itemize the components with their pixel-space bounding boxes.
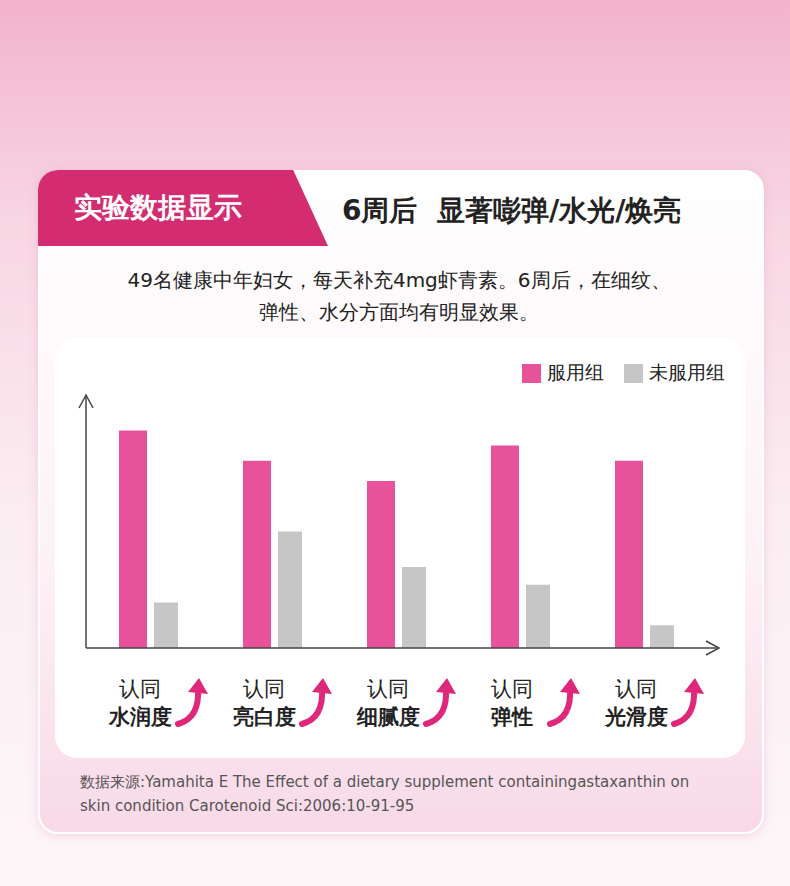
html-text:弹性、水分方面均有明显效果。: 弹性、水分方面均有明显效果。: [259, 300, 539, 324]
html-text:6周后 显著嘭弹/水光/焕亮: 6周后 显著嘭弹/水光/焕亮: [342, 194, 682, 227]
html-text:49名健康中年妇女，每天补充4mg虾青素。6周后，在细纹、: 49名健康中年妇女，每天补充4mg虾青素。6周后，在细纹、: [127, 268, 671, 292]
svg-text:光滑度: 光滑度: [604, 705, 668, 729]
svg-text:认同: 认同: [491, 677, 533, 701]
svg-text:认同: 认同: [615, 677, 657, 701]
svg-text:认同: 认同: [243, 677, 285, 701]
html-text:数据来源:Yamahita E The Effect of: 数据来源:Yamahita E The Effect of a dietary …: [80, 773, 690, 815]
svg-text:亮白度: 亮白度: [233, 705, 296, 729]
html-text:未服用组: 未服用组: [649, 361, 725, 383]
svg-text:水润度: 水润度: [108, 705, 172, 729]
svg-text:认同: 认同: [367, 677, 409, 701]
svg-text:细腻度: 细腻度: [356, 705, 420, 729]
svg-text:认同: 认同: [119, 677, 161, 701]
html-text:实验数据显示: 实验数据显示: [74, 191, 242, 224]
html-text:服用组: 服用组: [547, 361, 604, 383]
svg-text:弹性: 弹性: [491, 705, 533, 729]
